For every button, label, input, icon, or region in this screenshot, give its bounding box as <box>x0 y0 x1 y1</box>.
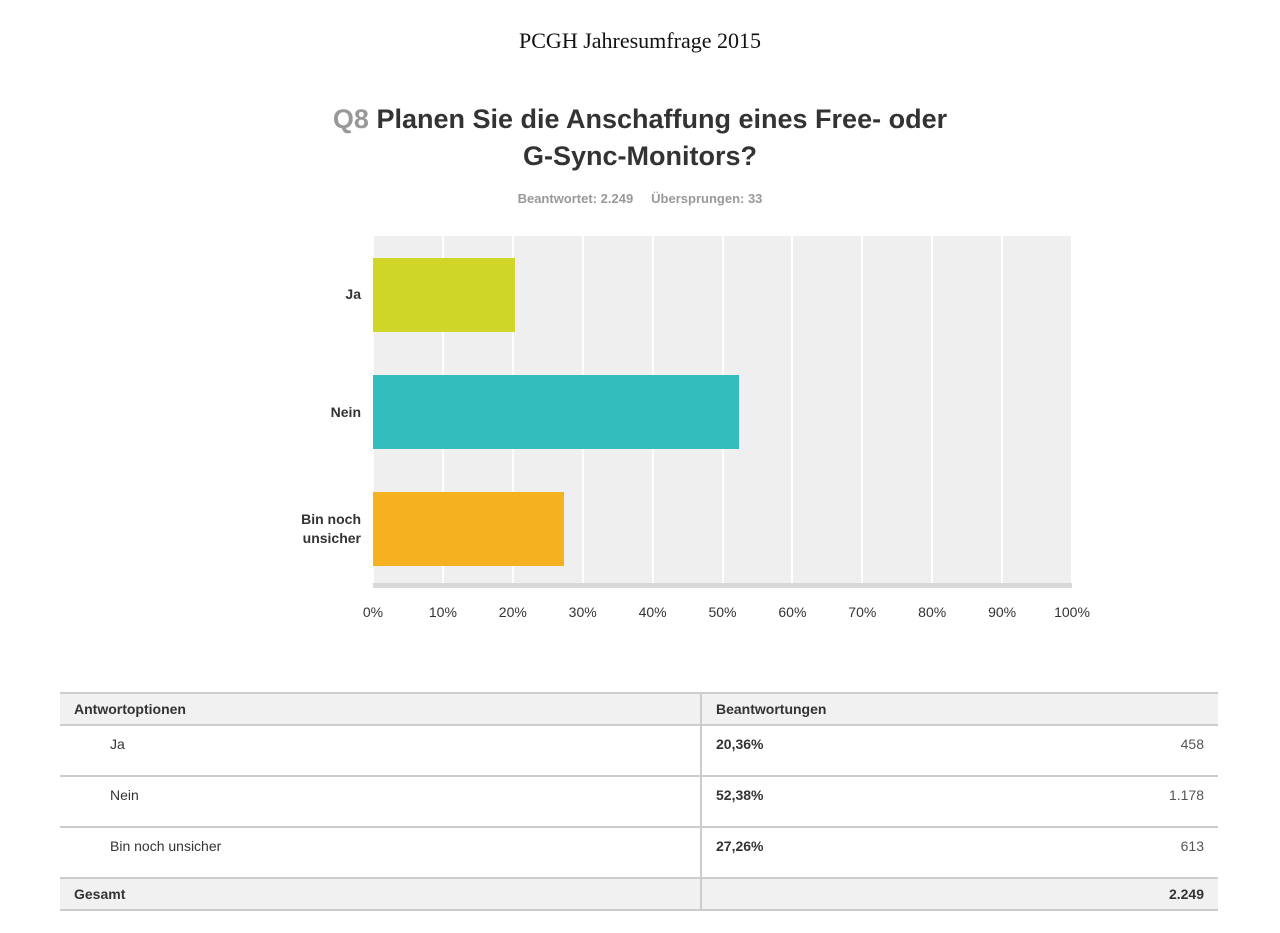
total-label: Gesamt <box>60 877 701 911</box>
response-summary: Beantwortet: 2.249 Übersprungen: 33 <box>0 191 1280 206</box>
percent: 27,26% <box>716 838 764 854</box>
results-table: Antwortoptionen Beantwortungen Ja 20,36% 45… <box>60 692 1218 911</box>
x-tick-label: 80% <box>918 604 947 620</box>
option: Nein <box>60 775 701 828</box>
response: 52,38% 1.178 <box>700 775 1218 828</box>
grid-line <box>791 236 794 583</box>
category-label: Ja <box>345 286 361 303</box>
document-title: PCGH Jahresumfrage 2015 <box>519 28 761 53</box>
table-header: Beantwortungen <box>700 692 1218 726</box>
category-label: Bin noch unsicher <box>301 511 361 547</box>
question-number: Q8 <box>332 104 369 134</box>
grid-line <box>1071 236 1073 583</box>
grid-line <box>861 236 864 583</box>
answered: Beantwortet: 2.249 <box>517 191 634 206</box>
x-tick-label: 20% <box>498 604 527 620</box>
category-label: Nein <box>330 403 361 420</box>
table-header: Antwortoptionen <box>60 692 701 726</box>
x-tick-label: 0% <box>362 604 384 620</box>
count: 458 <box>1180 736 1204 752</box>
x-tick-label: 60% <box>778 604 807 620</box>
option: Bin noch unsicher <box>60 826 701 879</box>
grid-line <box>1001 236 1004 583</box>
total-count: 2.249 <box>1168 886 1204 902</box>
response: 20,36% 458 <box>700 724 1218 777</box>
x-tick-label: 100% <box>1054 604 1090 620</box>
x-tick-label: 10% <box>428 604 457 620</box>
x-tick-label: 30% <box>568 604 597 620</box>
question-title: Q8 Planen Sie die Anschaffung eines Free… <box>330 101 950 175</box>
bar <box>373 375 740 449</box>
plot-area <box>372 236 1073 588</box>
grid-line <box>931 236 934 583</box>
option: Ja <box>60 724 701 777</box>
percent: 52,38% <box>716 787 764 803</box>
bar <box>373 257 516 332</box>
x-tick-label: 50% <box>708 604 737 620</box>
x-tick-label: 40% <box>638 604 667 620</box>
x-tick-label: 90% <box>988 604 1017 620</box>
count: 613 <box>1180 838 1204 854</box>
response: 27,26% 613 <box>700 826 1218 879</box>
question-text: Planen Sie die Anschaffung eines Free- o… <box>376 104 948 171</box>
bar <box>373 492 564 567</box>
total: 2.249 <box>700 877 1218 911</box>
x-tick-label: 70% <box>848 604 877 620</box>
skipped: Übersprungen: 33 <box>651 191 763 206</box>
count: 1.178 <box>1168 787 1204 803</box>
percent: 20,36% <box>716 736 764 752</box>
